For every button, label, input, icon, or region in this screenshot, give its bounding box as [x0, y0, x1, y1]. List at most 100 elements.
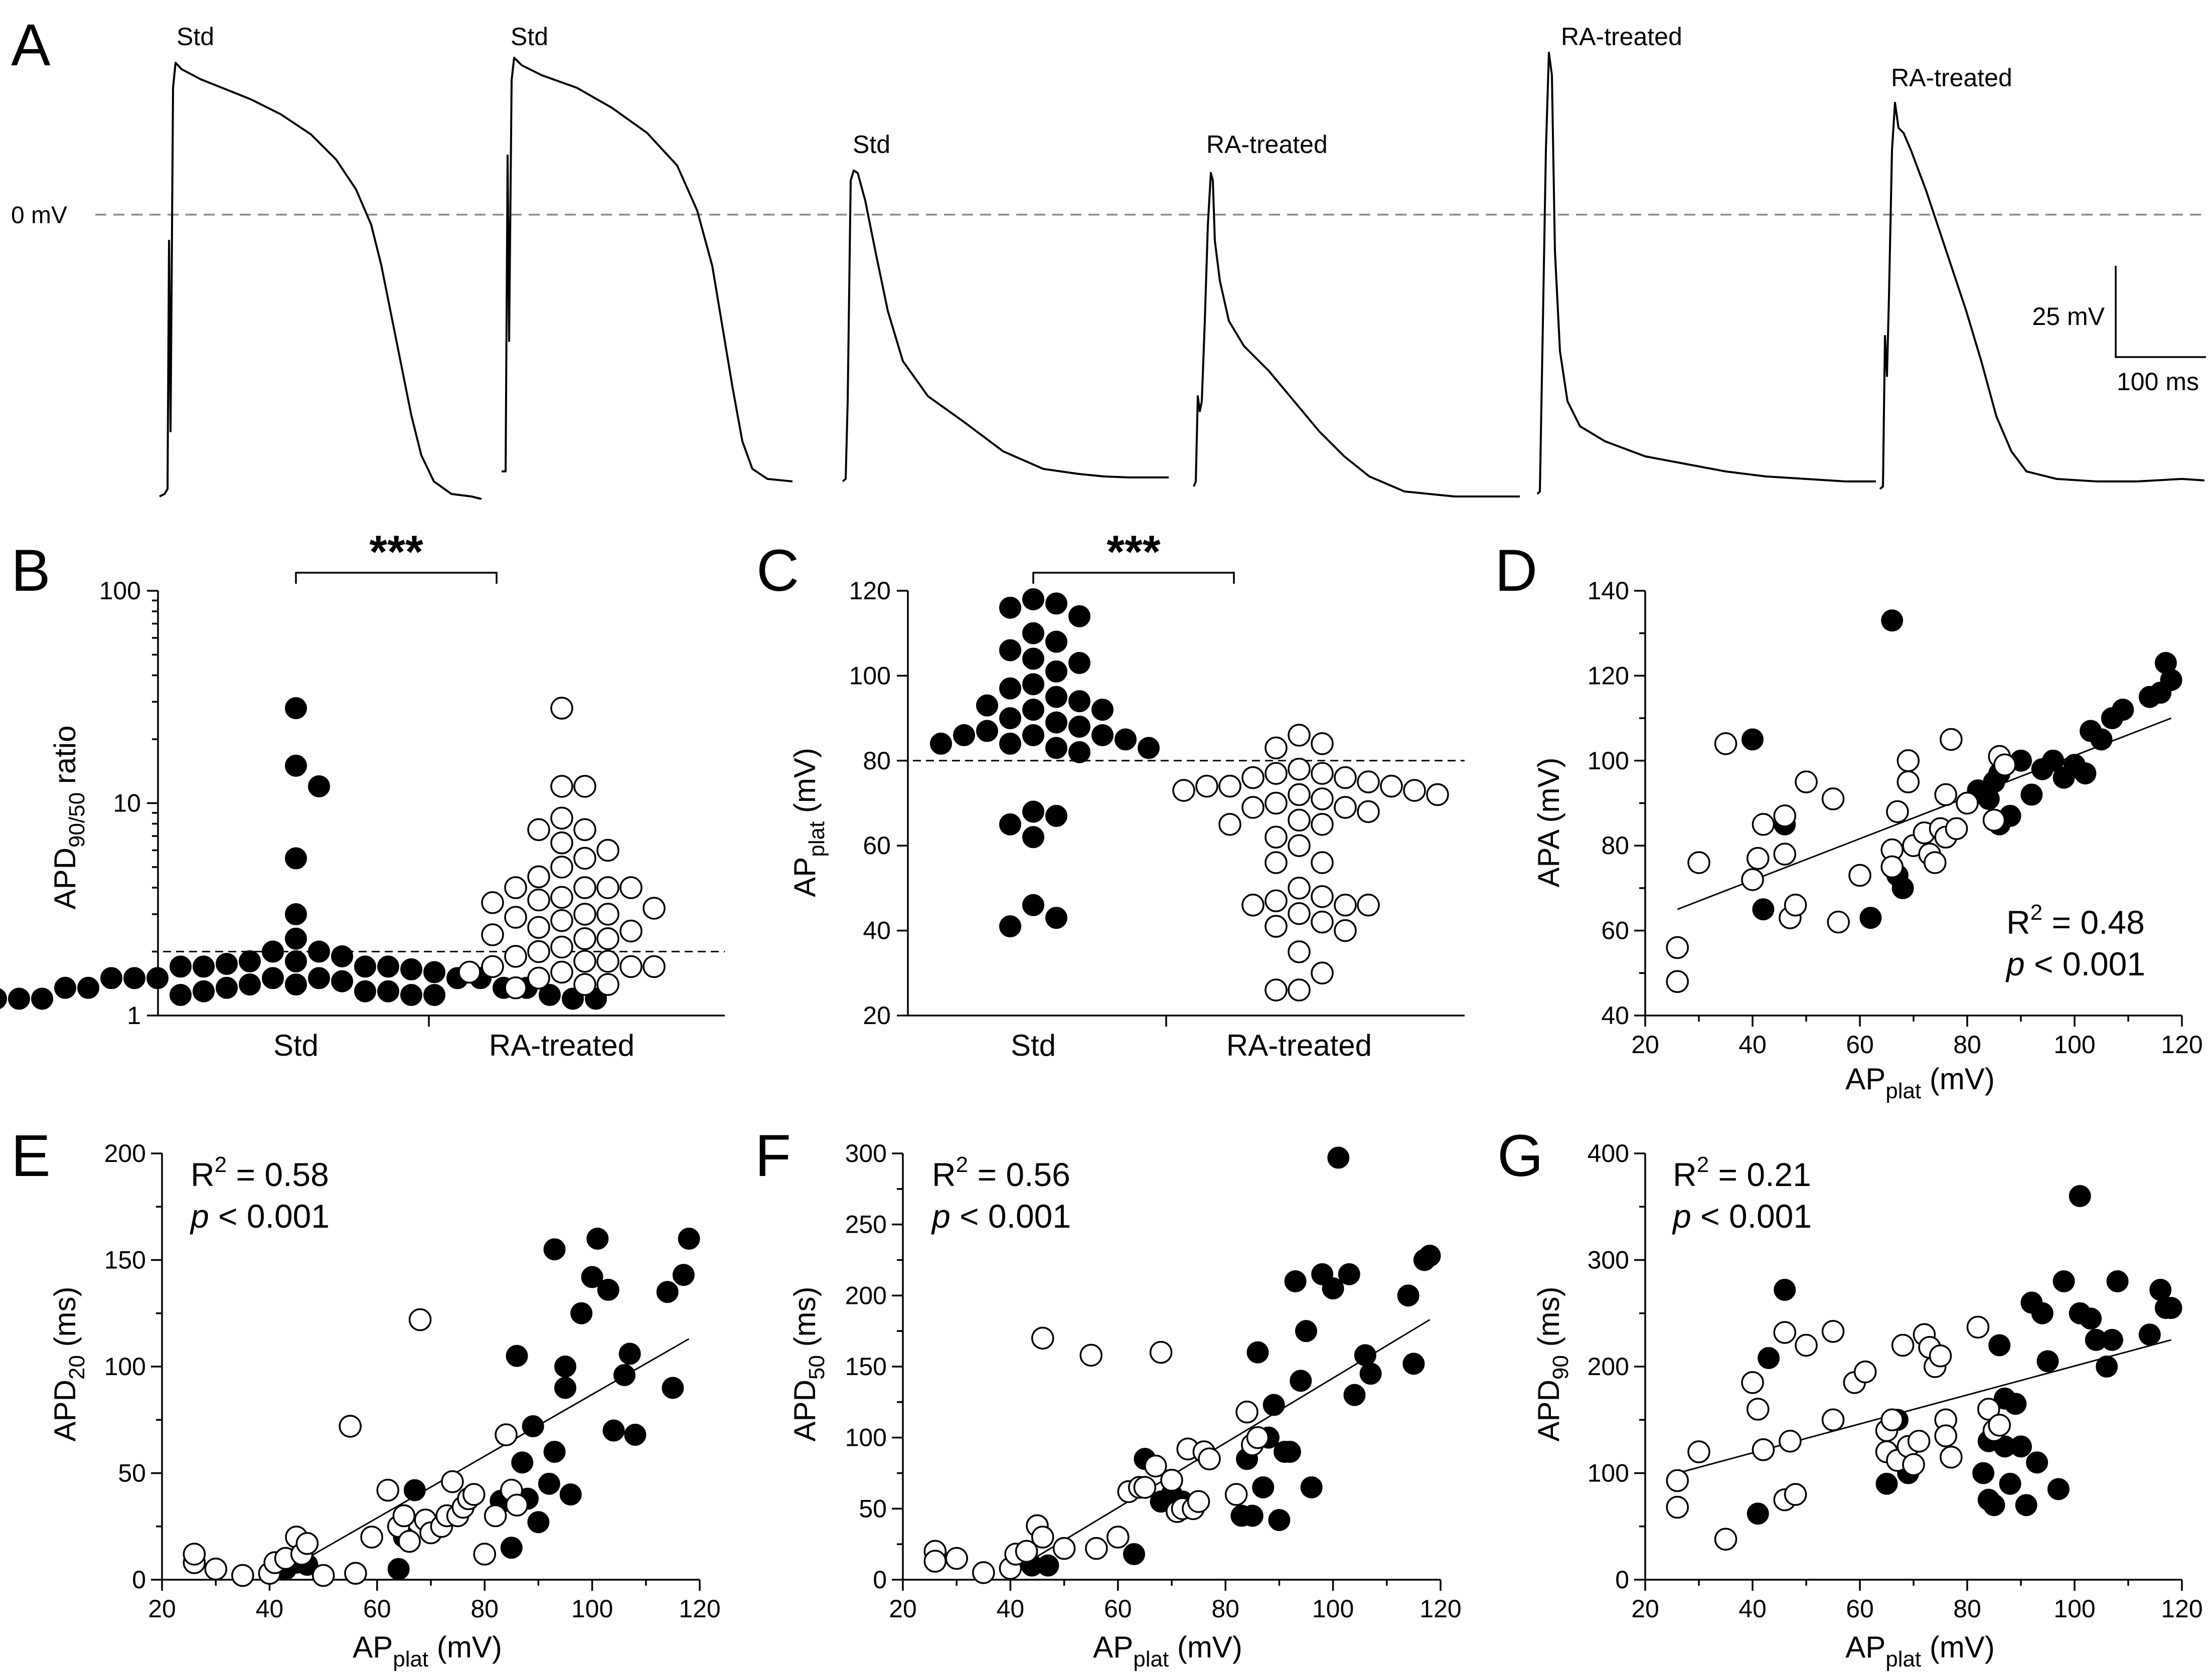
y-tick-label-e: 100 — [104, 1353, 146, 1381]
x-tick-label-e: 60 — [363, 1595, 391, 1623]
panel-b: B 1 10 100 Std RA-treated *** APD90/50 ratio — [0, 527, 725, 1062]
data-point-b-std — [539, 983, 561, 1006]
data-point-c-ra — [1380, 774, 1403, 798]
data-point-c-ra — [1311, 885, 1334, 908]
data-point-c-ra — [1357, 894, 1380, 917]
chart-e: 0 50 100 150 200 20 40 60 80 100 120 — [104, 1139, 721, 1623]
data-point-c-ra — [1288, 902, 1311, 925]
data-point-f-std — [1290, 1370, 1312, 1392]
r2-g-sup: 2 — [1697, 1152, 1709, 1177]
x-tick-label-e: 20 — [148, 1595, 176, 1623]
data-point-c-ra — [1334, 796, 1357, 819]
y-label-c-tail: (mV) — [788, 748, 822, 821]
data-point-f-std — [1037, 1554, 1059, 1577]
ap-trace-ra-2 — [1536, 52, 1876, 495]
data-point-e-ra — [392, 1504, 416, 1528]
y-label-e-main: APD — [48, 1380, 82, 1441]
data-point-e-std — [387, 1558, 410, 1580]
data-point-d-std — [1742, 728, 1764, 751]
y-tick-label-b: 1 — [127, 1001, 141, 1030]
data-point-f-std — [1241, 1504, 1264, 1527]
data-point-b-ra — [550, 831, 573, 855]
data-point-e-std — [602, 1419, 625, 1442]
y-tick-label-b: 10 — [113, 789, 141, 817]
ap-trace-std-2 — [502, 57, 793, 482]
data-point-d-ra — [1666, 970, 1689, 993]
chart-c: 20 40 60 80 100 120 Std RA-treated *** — [849, 527, 1465, 1062]
y-tick-label-c: 60 — [863, 831, 891, 860]
x-tick-label-d: 40 — [1739, 1031, 1767, 1059]
data-point-g-ra — [1795, 1333, 1818, 1357]
r2-e-r: R — [191, 1156, 215, 1193]
data-point-g-std — [2106, 1270, 2129, 1292]
data-point-c-ra — [1265, 851, 1288, 874]
data-point-b-std — [285, 927, 307, 950]
data-point-b-ra — [596, 950, 619, 973]
x-label-e-sub: plat — [393, 1647, 428, 1671]
data-point-d-ra — [1956, 791, 1979, 815]
y-label-g-tail: (ms) — [1532, 1287, 1565, 1356]
data-point-e-std — [672, 1264, 695, 1286]
data-point-b-std — [216, 953, 238, 975]
y-label-b-sub: 90/50 — [65, 792, 89, 848]
data-point-d-ra — [1940, 728, 1963, 751]
data-point-b-ra — [458, 960, 481, 984]
data-point-b-ra — [527, 818, 550, 842]
data-point-g-std — [2031, 1302, 2054, 1324]
data-point-e-std — [656, 1281, 679, 1303]
y-label-g-main: APD — [1532, 1380, 1565, 1441]
data-point-b-std — [400, 983, 422, 1006]
data-point-c-ra — [1218, 774, 1241, 798]
data-point-b-std — [285, 697, 307, 720]
data-point-g-std — [1875, 1472, 1898, 1495]
y-label-f-sub: 50 — [805, 1355, 829, 1380]
data-point-f-std — [1262, 1394, 1285, 1416]
data-point-d-ra — [1924, 851, 1947, 874]
data-point-e-ra — [441, 1470, 464, 1493]
x-tick-label-e: 100 — [571, 1595, 613, 1623]
data-point-c-std — [1068, 716, 1090, 738]
data-point-e-std — [554, 1356, 576, 1378]
data-point-e-ra — [495, 1423, 518, 1446]
x-axis-label-g: APplat (mV) — [1845, 1630, 1995, 1671]
data-point-e-std — [403, 1479, 426, 1501]
r2-annotation-d: R2 = 0.48 — [2006, 900, 2145, 941]
x-tick-label-f: 40 — [997, 1595, 1025, 1623]
data-point-b-ra — [550, 960, 573, 984]
data-point-d-ra — [1827, 910, 1850, 934]
y-axis-label-c: APplat (mV) — [788, 748, 829, 897]
p-annotation-d: p < 0.001 — [2005, 945, 2145, 982]
data-point-c-std — [1022, 724, 1044, 746]
data-point-b-std — [123, 967, 145, 989]
data-point-b-std — [400, 958, 422, 980]
data-point-g-ra — [1902, 1453, 1925, 1476]
data-point-c-ra — [1311, 961, 1334, 985]
r2-annotation-g: R2 = 0.21 — [1673, 1152, 1811, 1193]
y-label-e-sub: 20 — [65, 1355, 89, 1380]
data-point-d-ra — [1773, 804, 1796, 827]
data-point-g-std — [1774, 1279, 1796, 1301]
data-point-c-ra — [1311, 732, 1334, 755]
data-point-g-std — [2052, 1270, 2075, 1292]
x-category-label-c: RA-treated — [1226, 1029, 1372, 1062]
x-label-f-tail: (mV) — [1169, 1630, 1242, 1664]
data-point-b-ra — [596, 838, 619, 862]
data-point-f-std — [1279, 1441, 1301, 1463]
ap-trace-std-1 — [159, 62, 482, 500]
data-point-c-ra — [1403, 779, 1426, 802]
data-point-c-std — [976, 720, 998, 742]
data-point-f-std — [1343, 1384, 1366, 1406]
data-point-b-std — [285, 847, 307, 870]
r2-d-sup: 2 — [2030, 900, 2042, 925]
data-point-b-std — [285, 754, 307, 777]
data-point-b-std — [377, 955, 399, 978]
x-label-g-tail: (mV) — [1921, 1630, 1995, 1664]
data-point-f-ra — [1224, 1483, 1248, 1506]
scale-bar: 25 mV 100 ms — [2032, 266, 2206, 396]
data-point-c-ra — [1265, 889, 1288, 913]
data-point-b-ra — [643, 955, 666, 978]
data-point-d-ra — [1886, 800, 1909, 823]
data-point-e-std — [678, 1228, 700, 1250]
